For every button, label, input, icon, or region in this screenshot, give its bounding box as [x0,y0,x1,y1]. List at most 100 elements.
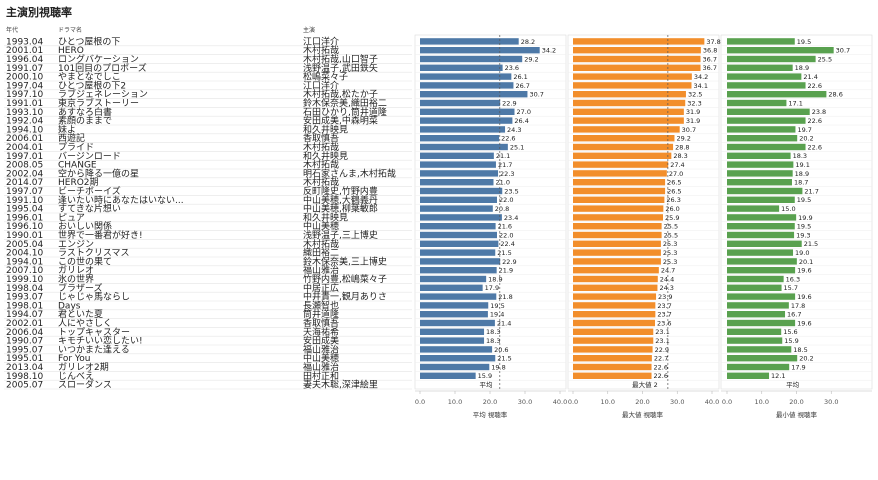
avg-bar [420,258,501,265]
max-bar [573,346,653,353]
min-bar [727,214,797,221]
year-label: 2008.05 [6,161,43,171]
max-bar [573,302,656,309]
year-label: 2005.07 [6,381,43,391]
avg-bar [420,240,499,247]
min-data-label: 18.9 [795,64,809,72]
avg-bar [420,187,503,195]
min-data-label: 20.2 [799,135,813,143]
avg-bar [420,143,508,151]
min-data-label: 21.5 [804,240,818,248]
max-data-label: 22.6 [654,363,668,371]
drama-label: ブラザーズ [58,282,103,294]
cast-label: 中山美穂 [303,352,339,364]
avg-data-label: 15.9 [478,372,492,380]
min-data-label: 12.1 [771,372,785,380]
min-data-label: 18.3 [793,152,807,160]
min-data-label: 22.6 [808,143,822,151]
avg-tick-label: 10.0 [448,398,462,406]
max-bar [573,179,666,186]
max-bar [573,363,652,371]
min-bar [727,267,796,274]
max-data-label: 23.9 [658,293,672,301]
max-data-label: 23.6 [657,319,671,327]
min-bar [727,328,782,335]
min-data-label: 22.6 [808,117,822,125]
avg-bar [420,337,485,344]
avg-data-label: 23.4 [504,214,518,222]
cast-label: 鈴木保奈美,三上博史 [303,255,387,267]
cast-label: 福山雅治 [303,361,339,373]
year-label: 2001.01 [6,46,43,56]
min-data-label: 23.8 [812,108,826,116]
cast-label: 香取慎吾 [303,132,339,144]
avg-data-label: 18.9 [488,275,502,283]
avg-bar [420,117,513,124]
min-data-label: 平均 [786,380,800,389]
min-data-label: 16.7 [787,311,801,319]
year-label: 2014.07 [6,178,43,188]
cast-label: 中居正広 [303,282,339,294]
drama-label: For You [58,354,90,364]
avg-bar [420,284,483,291]
avg-bar [420,152,494,159]
max-data-label: 36.7 [703,64,717,72]
min-bar [727,108,810,115]
avg-tick-label: 0.0 [415,398,425,406]
min-data-label: 17.1 [788,99,802,107]
min-bar [727,275,784,283]
min-data-label: 18.7 [794,179,808,187]
drama-label: ビーチボーイズ [58,185,121,197]
year-label: 1998.10 [6,372,43,382]
drama-label: 世界で一番君が好き! [58,229,143,241]
max-bar [573,170,667,177]
min-data-label: 30.7 [836,47,850,55]
min-bar [727,355,798,362]
year-label: 2013.04 [6,363,43,373]
avg-data-label: 26.7 [515,82,529,90]
min-data-label: 21.4 [803,73,817,81]
min-bar [727,38,795,45]
avg-bar [420,302,489,309]
year-label: 2004.10 [6,249,43,259]
avg-data-label: 22.4 [500,240,514,248]
max-data-label: 34.1 [693,82,707,90]
drama-label: あすなろ白書 [58,106,112,118]
max-data-label: 26.3 [666,196,680,204]
min-bar [727,91,827,98]
drama-label: 101回目のプロポーズ [58,62,147,74]
header-drama: ドラマ名 [58,26,82,34]
avg-bar [420,355,496,362]
max-bar [573,187,666,195]
max-data-label: 25.3 [663,258,677,266]
avg-data-label: 23.5 [504,187,518,195]
max-bar [573,55,701,63]
cast-label: 安田成美 [303,335,339,347]
max-tick-label: 30.0 [670,398,684,406]
avg-data-label: 30.7 [529,91,543,99]
cast-label: 松嶋菜々子 [303,71,348,83]
min-data-label: 19.7 [797,126,811,134]
cast-label: 福山雅治 [303,264,339,276]
cast-label: 江口洋介 [303,35,339,47]
avg-bar [420,126,506,133]
year-label: 1990.07 [6,337,43,347]
cast-label: 木村拓哉 [303,44,339,56]
min-bar [727,240,802,247]
max-bar [573,311,656,318]
cast-label: 江口洋介 [303,79,339,91]
drama-label: HERO2期 [58,177,99,188]
year-label: 1995.07 [6,345,43,355]
year-label: 1990.01 [6,231,43,241]
drama-label: 東京ラブストーリー [58,97,139,109]
max-bar [573,240,661,247]
drama-label: やまとなでしこ [58,72,121,83]
avg-bar [420,73,512,80]
min-data-label: 15.0 [781,205,795,213]
drama-label: 人にやさしく [58,318,112,329]
drama-label: 君といた夏 [58,309,103,320]
min-bar [727,126,796,133]
min-bar [727,337,783,344]
min-bar [727,249,794,256]
avg-bar [420,205,493,212]
